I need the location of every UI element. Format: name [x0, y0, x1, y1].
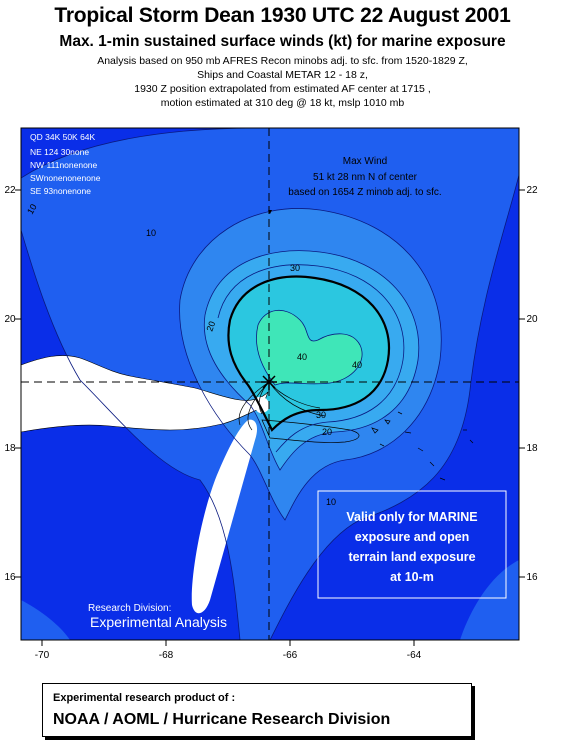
lat-tick-label-left: 20 [4, 314, 16, 325]
lat-tick-label-left: 18 [4, 443, 16, 454]
contour-fill-50 [256, 310, 363, 385]
contour-line-35 [217, 264, 405, 453]
lat-tick-label-right: 22 [526, 185, 538, 196]
contour-label: 10 [25, 202, 39, 216]
watermark-line2: Experimental Analysis [90, 614, 227, 630]
wind-radii-row: NE 124 30none [30, 147, 89, 157]
footer-line2: NOAA / AOML / Hurricane Research Divisio… [53, 711, 391, 728]
storm-center-marker [261, 374, 277, 390]
contour-label: 10 [326, 497, 336, 507]
validity-note-box: Valid only for MARINE exposure and open … [317, 490, 507, 599]
land-mona-gap [191, 419, 258, 614]
map-subtitle: Max. 1-min sustained surface winds (kt) … [59, 33, 506, 50]
contour-line-10 [21, 128, 519, 640]
lon-tick-label: -70 [35, 650, 50, 661]
contour-line-40 [227, 275, 391, 432]
map-title: Tropical Storm Dean 1930 UTC 22 August 2… [54, 4, 511, 27]
land-hispaniola [21, 355, 269, 433]
lon-tick-label: -66 [283, 650, 298, 661]
wind-radii-header: QD 34K 50K 64K [30, 132, 96, 142]
max-wind-marker [268, 210, 272, 214]
lat-tick-label-left: 16 [4, 572, 16, 583]
lon-tick-label: -64 [407, 650, 422, 661]
wind-radii-row: NW 111nonenone [30, 160, 98, 170]
land-puerto-rico [261, 419, 360, 443]
wind-radii-row: SWnonenonenone [30, 173, 101, 183]
contour-label: 20 [322, 427, 332, 437]
validity-note-line: exposure and open [355, 530, 470, 544]
analysis-line: Ships and Coastal METAR 12 - 18 z, [197, 69, 368, 81]
land-islet [255, 396, 270, 414]
contour-label: 40 [352, 360, 362, 370]
footer-credit-box: Experimental research product of : NOAA … [42, 683, 472, 737]
validity-note-line: Valid only for MARINE [346, 510, 477, 524]
contour-label: 40 [297, 352, 307, 362]
max-wind-title: Max Wind [343, 156, 387, 167]
lat-tick-label-right: 20 [526, 314, 538, 325]
small-islands [371, 411, 474, 481]
contour-label: 30 [316, 410, 326, 420]
analysis-line: 1930 Z position extrapolated from estima… [134, 83, 431, 95]
lat-tick-label-right: 18 [526, 443, 538, 454]
lat-tick-label-right: 16 [526, 572, 538, 583]
watermark-line1: Research Division: [88, 603, 171, 614]
contour-label: 10 [146, 228, 156, 238]
validity-note-line: at 10-m [390, 570, 434, 584]
contour-fill-se [460, 560, 519, 640]
contour-label: 30 [290, 263, 300, 273]
max-wind-line2: based on 1654 Z minob adj. to sfc. [288, 187, 441, 198]
contour-label: 20 [204, 320, 217, 333]
map-frame [20, 127, 520, 641]
analysis-line: motion estimated at 310 deg @ 18 kt, msl… [160, 97, 405, 109]
max-wind-line1: 51 kt 28 nm N of center [313, 172, 418, 183]
contour-line-50 [256, 310, 363, 386]
footer-line1: Experimental research product of : [53, 692, 236, 704]
lon-tick-label: -68 [159, 650, 174, 661]
validity-note-line: terrain land exposure [348, 550, 475, 564]
wind-radii-row: SE 93nonenone [30, 186, 91, 196]
analysis-line: Analysis based on 950 mb AFRES Recon min… [97, 55, 468, 67]
lat-tick-label-left: 22 [4, 185, 16, 196]
contour-line-20 [179, 208, 442, 521]
contour-fill-sw [21, 600, 70, 640]
contour-line-30 [203, 250, 420, 471]
